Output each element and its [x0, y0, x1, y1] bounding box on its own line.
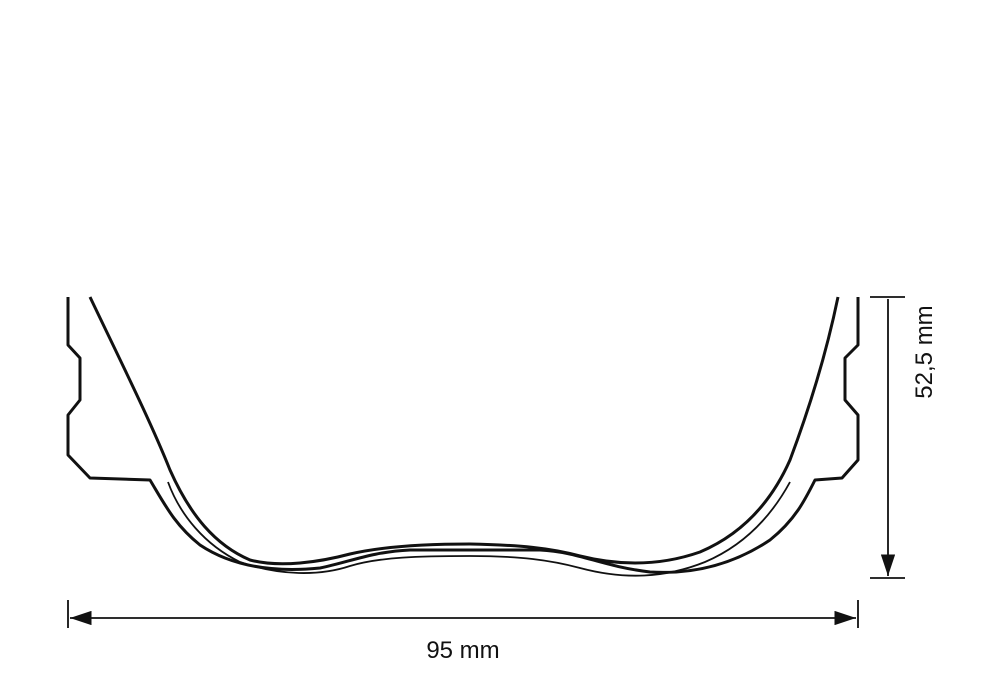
friction-outline — [88, 296, 840, 566]
backing-line — [167, 481, 791, 577]
height-label: 52,5 mm — [911, 305, 938, 398]
pad-outline — [66, 297, 860, 574]
width-label: 95 mm — [426, 637, 499, 664]
